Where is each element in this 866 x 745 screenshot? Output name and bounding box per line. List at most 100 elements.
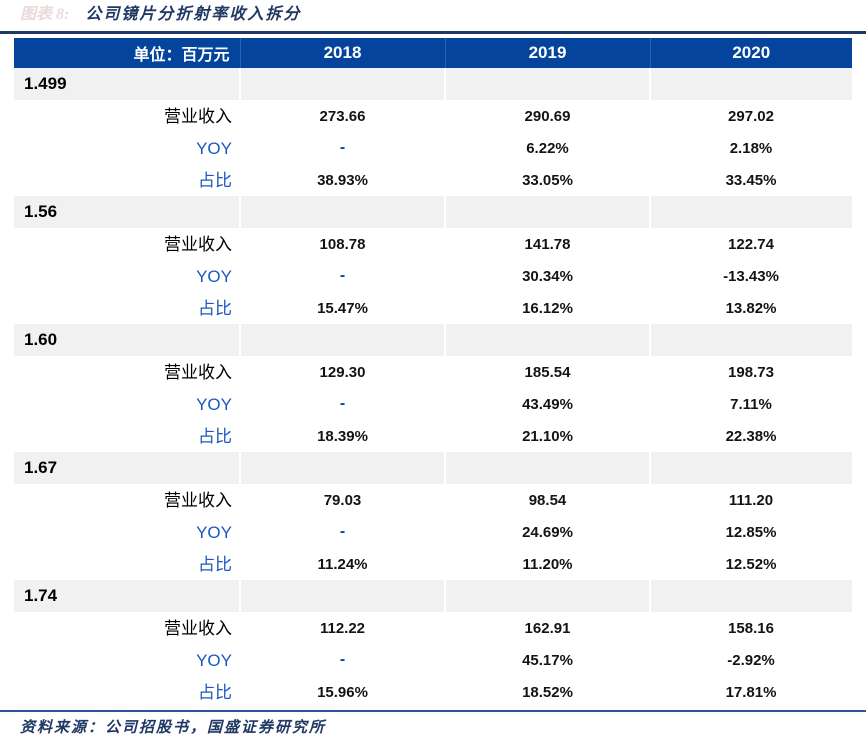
title-divider: [0, 31, 866, 34]
yoy-2019: 6.22%: [526, 139, 569, 157]
refractive-index-label: 1.499: [14, 68, 240, 100]
empty-cell: [239, 68, 445, 100]
revenue-2019: 98.54: [528, 491, 567, 509]
empty-cell: [649, 452, 852, 484]
figure-title: 图表 8: 公司镜片分折射率收入拆分: [20, 3, 301, 27]
refractive-index-label: 1.74: [14, 580, 240, 612]
empty-cell: [649, 68, 852, 100]
row-label-yoy: YOY: [196, 394, 232, 414]
figure-number: 图表 8:: [20, 6, 70, 23]
yoy-2020: 7.11%: [730, 395, 772, 413]
yoy-row: YOY - 6.22% 2.18%: [14, 132, 852, 164]
yoy-2019: 43.49%: [522, 395, 573, 413]
row-label-yoy: YOY: [196, 522, 232, 542]
empty-cell: [444, 324, 650, 356]
empty-cell: [239, 452, 445, 484]
empty-cell: [444, 68, 650, 100]
revenue-2019: 185.54: [524, 363, 571, 381]
yoy-2018: -: [339, 651, 346, 668]
yoy-2018: -: [339, 139, 346, 156]
table-header-row: 单位：百万元 2018 2019 2020: [14, 38, 852, 68]
share-2018: 38.93%: [317, 171, 368, 189]
column-header-2020: 2020: [649, 38, 852, 68]
empty-cell: [649, 580, 852, 612]
revenue-2018: 112.22: [319, 619, 366, 637]
yoy-2018: -: [339, 523, 346, 540]
unit-label: 单位：百万元: [14, 38, 240, 68]
revenue-2018: 108.78: [319, 235, 366, 253]
revenue-2019: 141.78: [524, 235, 571, 253]
refractive-index-label: 1.67: [14, 452, 240, 484]
section-row-167: 1.67: [14, 452, 852, 484]
share-2020: 33.45%: [725, 171, 777, 189]
revenue-2020: 111.20: [728, 491, 774, 509]
share-2018: 15.96%: [317, 683, 368, 701]
yoy-2018: -: [339, 267, 346, 284]
refractive-index-label: 1.60: [14, 324, 240, 356]
yoy-2019: 30.34%: [522, 267, 573, 285]
revenue-breakdown-table: 单位：百万元 2018 2019 2020 1.499 营业收入 273.66 …: [14, 38, 852, 708]
revenue-2020: 297.02: [728, 107, 774, 125]
revenue-row: 营业收入 273.66 290.69 297.02: [14, 100, 852, 132]
yoy-row: YOY - 45.17% -2.92%: [14, 644, 852, 676]
column-header-2019: 2019: [444, 38, 650, 68]
yoy-row: YOY - 43.49% 7.11%: [14, 388, 852, 420]
revenue-2018: 273.66: [319, 107, 366, 125]
table-bottom-divider: [0, 710, 866, 712]
share-2019: 33.05%: [522, 171, 573, 189]
refractive-index-label: 1.56: [14, 196, 240, 228]
share-row: 占比 11.24% 11.20% 12.52%: [14, 548, 852, 580]
row-label-share: 占比: [198, 554, 232, 574]
share-2019: 18.52%: [522, 683, 573, 701]
row-label-share: 占比: [198, 298, 232, 318]
yoy-2020: -13.43%: [723, 267, 779, 285]
share-2020: 12.52%: [725, 555, 777, 573]
share-2020: 22.38%: [725, 427, 777, 445]
yoy-row: YOY - 30.34% -13.43%: [14, 260, 852, 292]
row-label-revenue: 营业收入: [164, 362, 232, 382]
yoy-2019: 45.17%: [522, 651, 573, 669]
revenue-2018: 79.03: [323, 491, 362, 509]
row-label-revenue: 营业收入: [164, 234, 232, 254]
yoy-2020: 2.18%: [729, 139, 773, 157]
empty-cell: [239, 580, 445, 612]
row-label-yoy: YOY: [196, 138, 232, 158]
empty-cell: [239, 324, 445, 356]
revenue-2019: 290.69: [524, 107, 571, 125]
share-2018: 11.24%: [317, 555, 368, 573]
share-2019: 21.10%: [522, 427, 573, 445]
share-2018: 15.47%: [317, 299, 368, 317]
share-2018: 18.39%: [317, 427, 368, 445]
row-label-revenue: 营业收入: [164, 618, 232, 638]
section-row-174: 1.74: [14, 580, 852, 612]
yoy-row: YOY - 24.69% 12.85%: [14, 516, 852, 548]
revenue-2018: 129.30: [319, 363, 366, 381]
share-2020: 13.82%: [725, 299, 777, 317]
revenue-2020: 122.74: [728, 235, 774, 253]
empty-cell: [649, 324, 852, 356]
revenue-row: 营业收入 129.30 185.54 198.73: [14, 356, 852, 388]
yoy-2019: 24.69%: [522, 523, 573, 541]
share-2019: 16.12%: [522, 299, 573, 317]
revenue-2020: 158.16: [728, 619, 774, 637]
revenue-row: 营业收入 79.03 98.54 111.20: [14, 484, 852, 516]
share-2019: 11.20%: [522, 555, 573, 573]
empty-cell: [444, 580, 650, 612]
empty-cell: [649, 196, 852, 228]
column-header-2018: 2018: [239, 38, 445, 68]
row-label-share: 占比: [198, 682, 232, 702]
revenue-row: 营业收入 108.78 141.78 122.74: [14, 228, 852, 260]
row-label-share: 占比: [198, 426, 232, 446]
share-2020: 17.81%: [725, 683, 777, 701]
share-row: 占比 15.47% 16.12% 13.82%: [14, 292, 852, 324]
empty-cell: [444, 452, 650, 484]
figure-title-text: 公司镜片分折射率收入拆分: [85, 6, 302, 23]
row-label-yoy: YOY: [196, 266, 232, 286]
source-note: 资料来源：公司招股书，国盛证券研究所: [20, 720, 327, 736]
revenue-2019: 162.91: [524, 619, 571, 637]
yoy-2020: -2.92%: [727, 651, 775, 669]
row-label-revenue: 营业收入: [164, 490, 232, 510]
share-row: 占比 38.93% 33.05% 33.45%: [14, 164, 852, 196]
section-row-160: 1.60: [14, 324, 852, 356]
